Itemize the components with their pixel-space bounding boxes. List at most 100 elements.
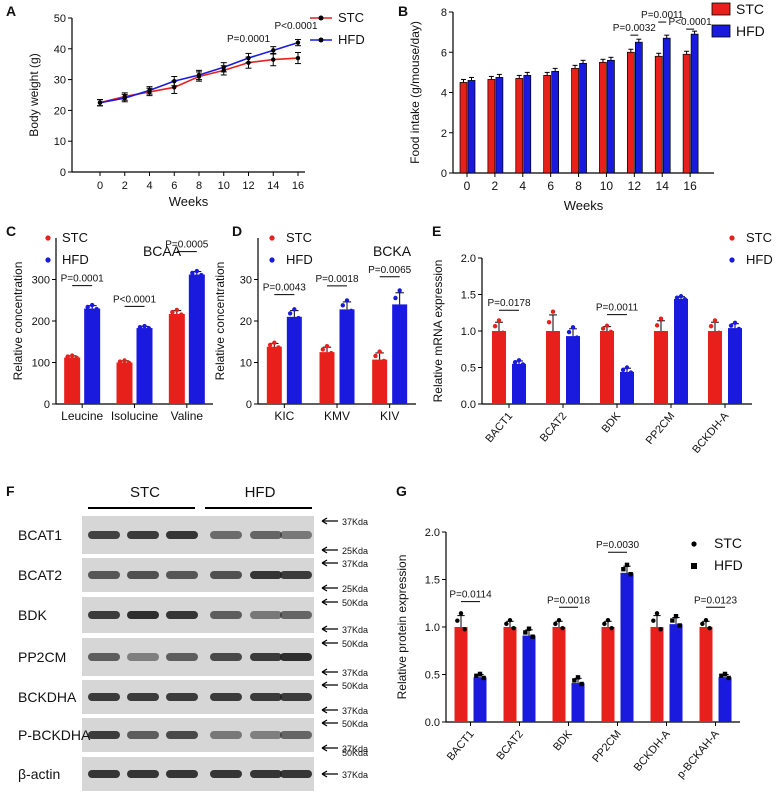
panel-f-band xyxy=(166,770,198,778)
panel-f-band xyxy=(210,611,242,619)
panel-label-d: D xyxy=(232,223,242,239)
panel-g-data-point xyxy=(609,625,614,631)
panel-d-p-value: P=0.0018 xyxy=(315,274,359,285)
panel-e-bar-stc xyxy=(708,331,722,404)
panel-f-band xyxy=(166,693,198,701)
panel-f-band xyxy=(280,653,312,661)
panel-f-band xyxy=(250,611,282,619)
panel-f-band xyxy=(88,770,120,778)
panel-b-bar-stc xyxy=(626,51,635,174)
panel-c-data-point xyxy=(137,324,143,330)
panel-a-y-tick-label: 50 xyxy=(54,13,66,25)
panel-e-bar-hfd xyxy=(566,336,580,404)
panel-f-band xyxy=(127,611,159,619)
panel-a-legend-label: HFD xyxy=(338,32,365,47)
panel-b-legend-swatch xyxy=(711,24,731,38)
panel-a-point-hfd xyxy=(196,72,202,78)
panel-f-marker-arrow xyxy=(321,517,338,525)
panel-c-y-label: Relative concentration xyxy=(11,262,25,381)
panel-b-bar-hfd xyxy=(662,37,671,174)
panel-f-band xyxy=(127,770,159,778)
panel-a-x-label: Weeks xyxy=(169,194,209,209)
panel-a-x-tick-label: 0 xyxy=(97,180,103,192)
panel-e-x-tick-label: BCAT2 xyxy=(538,410,569,444)
panel-f-band xyxy=(88,531,120,539)
panel-f-marker-label: 25Kda xyxy=(342,584,368,594)
panel-d-data-point xyxy=(320,347,325,352)
panel-g-bar-hfd xyxy=(473,677,487,722)
panel-g-data-point xyxy=(628,571,633,577)
panel-g-data-point xyxy=(477,671,483,677)
panel-c-data-point xyxy=(89,302,95,308)
panel-e: 0.0 0.5 1.0 1.5 2.0 Relative mRNA expression B… xyxy=(431,230,773,456)
panel-f-marker-arrow xyxy=(321,639,338,647)
panel-b-bar-stc xyxy=(515,78,524,174)
panel-g-data-point xyxy=(726,675,731,681)
panel-d-legend-label: STC xyxy=(286,230,312,245)
panel-f-marker-label: 50Kda xyxy=(342,681,368,691)
panel-a-x-tick-label: 2 xyxy=(122,180,128,192)
panel-f-marker-label: 50Kda xyxy=(342,748,368,758)
panel-d-data-point xyxy=(373,353,378,359)
panel-d-bar-stc xyxy=(266,346,282,404)
panel-e-x-tick-label: BACT1 xyxy=(483,410,515,445)
panel-f-band xyxy=(127,693,159,701)
panel-f-marker-label: 25Kda xyxy=(342,546,368,556)
panel-d-x-tick-label: KIC xyxy=(274,409,294,423)
panel-f-band xyxy=(210,531,242,539)
panel-e-legend-marker xyxy=(729,257,735,263)
panel-e-data-point xyxy=(546,319,552,325)
panel-a-y-tick-label: 0 xyxy=(60,167,66,179)
panel-e-bar-stc xyxy=(492,331,506,404)
panel-c-y-tick-label: 100 xyxy=(32,358,50,370)
panel-g-bar-stc xyxy=(650,627,664,722)
panel-b-bar-hfd xyxy=(523,75,532,174)
panel-f-marker-label: 37Kda xyxy=(342,706,368,716)
panel-b-x-tick-label: 12 xyxy=(628,179,642,193)
panel-a-legend-marker xyxy=(318,37,324,43)
panel-g-data-point xyxy=(455,618,460,623)
panel-b-y-tick-label: 4 xyxy=(441,88,447,100)
panel-e-data-point xyxy=(628,370,634,375)
panel-f-protein-label: PP2CM xyxy=(18,649,66,665)
panel-e-data-point xyxy=(550,309,556,314)
panel-g-data-point xyxy=(530,634,535,639)
panel-a-y-tick-label: 30 xyxy=(54,75,66,87)
panel-a-p-value: P=0.0001 xyxy=(227,34,271,45)
panel-c-y-tick-label: 0 xyxy=(44,399,50,411)
panel-e-legend-label: HFD xyxy=(746,252,773,267)
panel-label-b: B xyxy=(398,3,408,19)
panel-g-x-tick-label: BACT1 xyxy=(445,728,477,763)
panel-a-point-hfd xyxy=(295,40,301,45)
panel-g-x-tick-label: BCAT2 xyxy=(494,728,525,762)
panel-d-data-point xyxy=(267,342,273,348)
panel-a-point-hfd xyxy=(172,78,177,84)
panel-d-p-value: P=0.0043 xyxy=(263,283,307,294)
panel-a: 0 10 20 30 40 50 Body weight (g) 0 2 4 6 8 10 12 14 16 W… xyxy=(27,10,365,209)
panel-c-bar-stc xyxy=(168,313,185,404)
panel-c-data-point xyxy=(199,272,204,278)
panel-a-point-hfd xyxy=(147,88,152,93)
panel-b-x-label: Weeks xyxy=(564,198,604,213)
panel-f-band xyxy=(250,571,282,579)
panel-e-data-point xyxy=(516,358,522,363)
panel-f-marker-label: 37Kda xyxy=(342,625,368,635)
panel-b-bar-hfd xyxy=(551,71,560,174)
panel-c-p-value: P=0.0001 xyxy=(61,274,105,285)
panel-d-data-point xyxy=(377,349,382,354)
panel-b-p-value: P<0.0001 xyxy=(669,17,713,28)
panel-b-bar-hfd xyxy=(607,59,615,174)
panel-c-x-tick-label: Leucine xyxy=(61,409,103,423)
panel-g-bar-stc xyxy=(552,627,566,722)
panel-e-bar-hfd xyxy=(620,371,634,404)
panel-e-data-point xyxy=(716,330,722,335)
panel-g-data-point xyxy=(673,613,679,619)
panel-b-bar-stc xyxy=(459,82,468,174)
panel-f-band xyxy=(280,531,312,539)
panel-g-bar-stc xyxy=(454,627,468,722)
panel-g-data-point xyxy=(700,621,705,627)
panel-f-marker-label: 37Kda xyxy=(342,770,368,780)
panel-g-data-point xyxy=(474,673,479,678)
panel-c-data-point xyxy=(194,268,200,274)
panel-f-protein-label: BCAT1 xyxy=(18,527,62,543)
